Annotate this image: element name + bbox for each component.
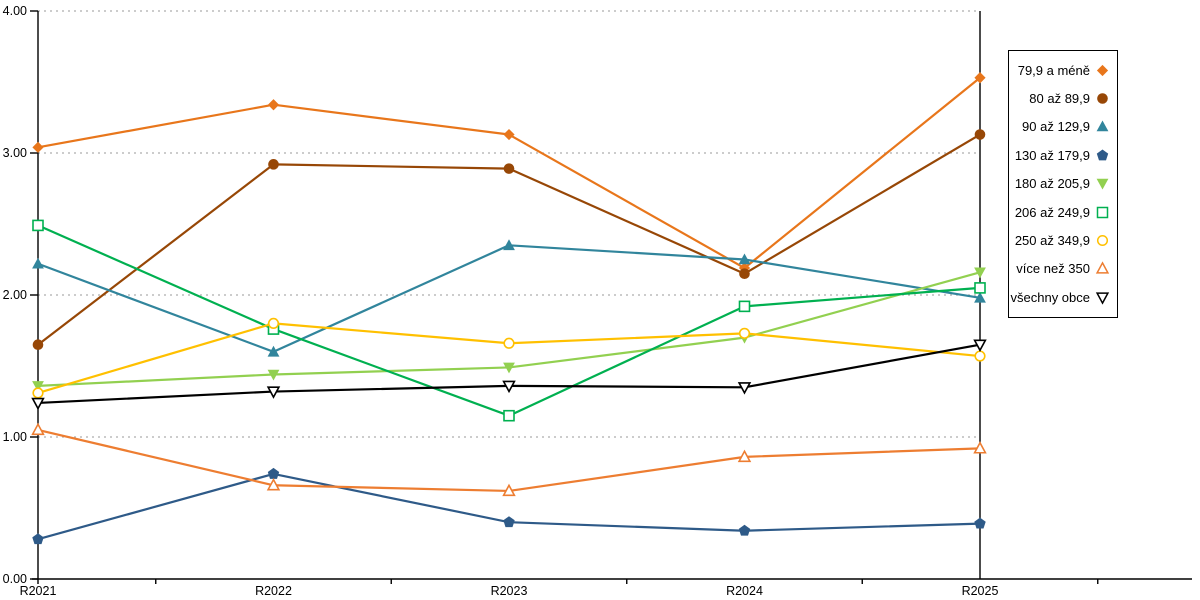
data-point-marker — [974, 517, 986, 529]
legend-item: 90 až 129,9 — [1009, 113, 1117, 141]
data-point-marker — [31, 397, 45, 411]
data-point-marker — [973, 339, 987, 352]
y-axis-label: 0.00 — [3, 572, 27, 586]
data-point-marker — [267, 317, 280, 329]
legend-item: všechny obce — [1009, 283, 1117, 311]
series-line-7 — [36, 428, 982, 493]
data-point-marker — [502, 483, 516, 497]
data-point-marker — [974, 291, 986, 303]
legend-item-label: 130 až 179,9 — [1014, 147, 1090, 163]
data-point-marker — [503, 409, 515, 422]
data-point-marker — [503, 516, 515, 528]
data-point-marker — [502, 380, 516, 394]
legend-marker-icon — [1095, 261, 1110, 275]
x-axis-label: R2025 — [962, 584, 999, 598]
legend-item-label: 206 až 249,9 — [1014, 204, 1090, 220]
data-point-marker — [32, 387, 44, 399]
data-point-marker — [974, 350, 986, 362]
chart-legend: 79,9 a méně 80 až 89,9 90 až 129,9 130 až 1… — [1008, 50, 1118, 318]
y-axis-label: 4.00 — [3, 4, 27, 18]
y-axis-label: 3.00 — [3, 146, 27, 160]
x-axis-label: R2021 — [20, 584, 57, 598]
legend-item-label: více než 350 — [1016, 261, 1090, 277]
legend-item: 79,9 a méně — [1009, 56, 1117, 84]
legend-marker-icon — [1097, 93, 1108, 104]
data-point-marker — [32, 257, 44, 269]
legend-item: 80 až 89,9 — [1009, 84, 1117, 112]
legend-marker-icon — [1096, 64, 1109, 76]
y-axis-label: 1.00 — [3, 430, 27, 444]
legend-item: 130 až 179,9 — [1009, 141, 1117, 169]
data-point-marker — [974, 72, 986, 84]
legend-marker-icon — [1096, 178, 1109, 190]
legend-marker-icon — [1096, 120, 1109, 132]
data-point-marker — [503, 239, 515, 251]
x-axis-label: R2024 — [726, 584, 763, 598]
x-axis-label: R2023 — [491, 584, 528, 598]
legend-item-label: 79,9 a méně — [1017, 62, 1090, 78]
legend-item: 206 až 249,9 — [1009, 198, 1117, 226]
legend-item: více než 350 — [1009, 255, 1117, 283]
legend-item: 250 až 349,9 — [1009, 226, 1117, 254]
legend-item-label: 90 až 129,9 — [1022, 119, 1090, 135]
legend-item-label: 80 až 89,9 — [1029, 91, 1090, 107]
legend-item-label: 250 až 349,9 — [1014, 233, 1090, 249]
data-point-marker — [737, 382, 752, 395]
y-axis-label: 2.00 — [3, 288, 27, 302]
data-point-marker — [267, 345, 280, 357]
legend-item-label: všechny obce — [1010, 289, 1091, 305]
data-point-marker — [503, 128, 515, 141]
data-point-marker — [266, 477, 281, 491]
data-point-marker — [974, 282, 986, 294]
legend-marker-icon — [1096, 149, 1109, 161]
data-point-marker — [267, 467, 280, 479]
legend-item-label: 180 až 205,9 — [1014, 176, 1090, 192]
data-point-marker — [32, 381, 44, 392]
legend-marker-icon — [1096, 234, 1109, 247]
data-point-marker — [503, 163, 515, 174]
data-point-marker — [737, 449, 752, 463]
data-point-marker — [267, 369, 280, 381]
data-point-marker — [739, 268, 750, 279]
data-point-marker — [31, 422, 45, 436]
legend-item: 180 až 205,9 — [1009, 170, 1117, 198]
legend-marker-icon — [1096, 206, 1109, 218]
data-point-marker — [503, 337, 515, 349]
data-point-marker — [32, 219, 44, 232]
data-point-marker — [973, 441, 987, 454]
data-point-marker — [268, 159, 279, 170]
x-axis-label: R2022 — [255, 584, 292, 598]
data-point-marker — [267, 99, 280, 111]
data-point-marker — [32, 339, 44, 350]
data-point-marker — [974, 129, 986, 140]
legend-marker-icon — [1095, 292, 1110, 305]
data-point-marker — [738, 524, 751, 536]
series-line-8 — [36, 343, 982, 405]
data-point-marker — [503, 362, 515, 374]
data-point-marker — [738, 300, 751, 313]
data-point-marker — [974, 267, 986, 279]
data-point-marker — [266, 386, 281, 399]
data-point-marker — [738, 253, 751, 265]
data-point-marker — [32, 141, 44, 153]
data-point-marker — [738, 327, 751, 339]
data-point-marker — [32, 533, 44, 545]
